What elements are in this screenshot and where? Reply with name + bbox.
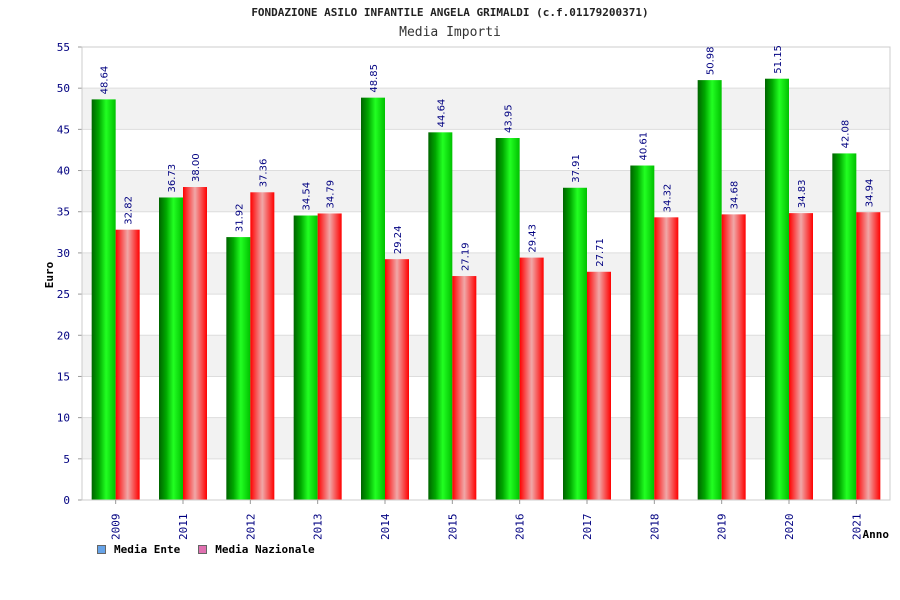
x-tick-label: 2019 bbox=[716, 514, 729, 541]
data-label: 34.83 bbox=[797, 179, 808, 208]
x-tick-label: 2016 bbox=[514, 514, 527, 541]
data-label: 48.85 bbox=[369, 64, 380, 93]
x-axis-label: Anno bbox=[863, 528, 890, 541]
legend-item-media-nazionale: Media Nazionale bbox=[198, 543, 315, 556]
y-tick-label: 30 bbox=[57, 247, 70, 260]
x-tick-label: 2017 bbox=[581, 514, 594, 541]
data-label: 40.61 bbox=[638, 132, 649, 161]
legend-label-media-nazionale: Media Nazionale bbox=[215, 543, 315, 556]
y-tick-label: 20 bbox=[57, 329, 70, 342]
bar-media-ente bbox=[91, 99, 116, 500]
y-tick-label: 45 bbox=[57, 123, 70, 136]
data-label: 38.00 bbox=[191, 153, 202, 182]
legend: Media Ente Media Nazionale bbox=[97, 543, 333, 556]
legend-swatch-media-nazionale bbox=[198, 545, 208, 554]
bar-media-ente bbox=[428, 132, 453, 500]
data-label: 27.71 bbox=[595, 238, 606, 267]
y-tick-label: 10 bbox=[57, 412, 70, 425]
x-tick-label: 2013 bbox=[312, 514, 325, 541]
legend-swatch-media-ente bbox=[97, 545, 106, 554]
bar-media-nazionale bbox=[519, 257, 544, 500]
bar-media-ente bbox=[495, 138, 520, 500]
data-label: 27.19 bbox=[460, 242, 471, 271]
bar-media-nazionale bbox=[654, 217, 679, 500]
data-label: 34.32 bbox=[662, 184, 673, 213]
data-label: 36.73 bbox=[167, 164, 178, 193]
bar-media-ente bbox=[563, 187, 587, 500]
data-label: 32.82 bbox=[124, 196, 135, 225]
data-label: 29.43 bbox=[528, 224, 539, 253]
chart-subtitle: Media Importi bbox=[399, 25, 501, 40]
chart-title: FONDAZIONE ASILO INFANTILE ANGELA GRIMAL… bbox=[251, 6, 649, 19]
x-tick-label: 2012 bbox=[244, 514, 257, 541]
y-tick-label: 5 bbox=[63, 453, 70, 466]
data-label: 31.92 bbox=[234, 203, 245, 232]
bar-media-nazionale bbox=[856, 212, 881, 501]
bar-media-nazionale bbox=[317, 213, 342, 500]
grid-band bbox=[82, 252, 890, 295]
bar-media-nazionale bbox=[385, 259, 409, 500]
x-tick-label: 2018 bbox=[648, 514, 661, 541]
bar-media-nazionale bbox=[587, 271, 611, 500]
bar-media-ente bbox=[361, 97, 385, 501]
data-label: 50.98 bbox=[706, 46, 717, 75]
data-label: 51.15 bbox=[773, 45, 784, 74]
bar-media-nazionale bbox=[452, 276, 477, 500]
data-label: 42.08 bbox=[840, 120, 851, 149]
bar-media-nazionale bbox=[721, 214, 746, 500]
data-label: 34.94 bbox=[864, 179, 875, 208]
y-tick-label: 50 bbox=[57, 82, 70, 95]
x-tick-label: 2020 bbox=[783, 514, 796, 541]
x-tick-label: 2014 bbox=[379, 513, 392, 540]
bar-media-ente bbox=[697, 80, 722, 501]
bar-media-ente bbox=[765, 78, 789, 501]
data-label: 44.64 bbox=[436, 99, 447, 128]
legend-item-media-ente: Media Ente bbox=[97, 543, 180, 556]
data-label: 34.68 bbox=[730, 181, 741, 210]
bar-media-ente bbox=[630, 165, 655, 500]
bar-media-ente bbox=[832, 153, 857, 500]
grid-band bbox=[82, 335, 890, 377]
y-tick-label: 25 bbox=[57, 288, 70, 301]
plot-border bbox=[81, 46, 891, 501]
y-tick-label: 0 bbox=[63, 494, 70, 507]
data-label: 34.79 bbox=[326, 180, 337, 209]
grid-band bbox=[82, 170, 890, 212]
bar-media-nazionale bbox=[789, 213, 813, 501]
data-label: 37.36 bbox=[258, 159, 269, 188]
y-tick-label: 15 bbox=[57, 370, 70, 383]
y-tick-label: 40 bbox=[57, 165, 70, 178]
y-axis-label: Euro bbox=[43, 261, 56, 288]
x-tick-label: 2009 bbox=[110, 514, 123, 541]
bar-media-nazionale bbox=[115, 229, 140, 500]
y-tick-label: 55 bbox=[57, 41, 70, 54]
bar-media-ente bbox=[293, 215, 318, 501]
data-label: 43.95 bbox=[504, 104, 515, 133]
bar-media-nazionale bbox=[183, 187, 207, 500]
data-label: 48.64 bbox=[100, 66, 111, 95]
grid-band bbox=[82, 88, 890, 130]
bar-media-nazionale bbox=[250, 192, 275, 500]
bar-media-ente bbox=[159, 197, 183, 500]
y-tick-label: 35 bbox=[57, 206, 70, 219]
x-tick-label: 2021 bbox=[850, 514, 863, 541]
bar-media-ente bbox=[226, 237, 251, 500]
data-label: 37.91 bbox=[571, 154, 582, 183]
grid-band bbox=[82, 417, 890, 459]
x-tick-label: 2011 bbox=[177, 514, 190, 541]
data-label: 29.24 bbox=[393, 226, 404, 255]
x-tick-label: 2015 bbox=[446, 514, 459, 541]
data-label: 34.54 bbox=[302, 182, 313, 211]
legend-label-media-ente: Media Ente bbox=[114, 543, 181, 556]
